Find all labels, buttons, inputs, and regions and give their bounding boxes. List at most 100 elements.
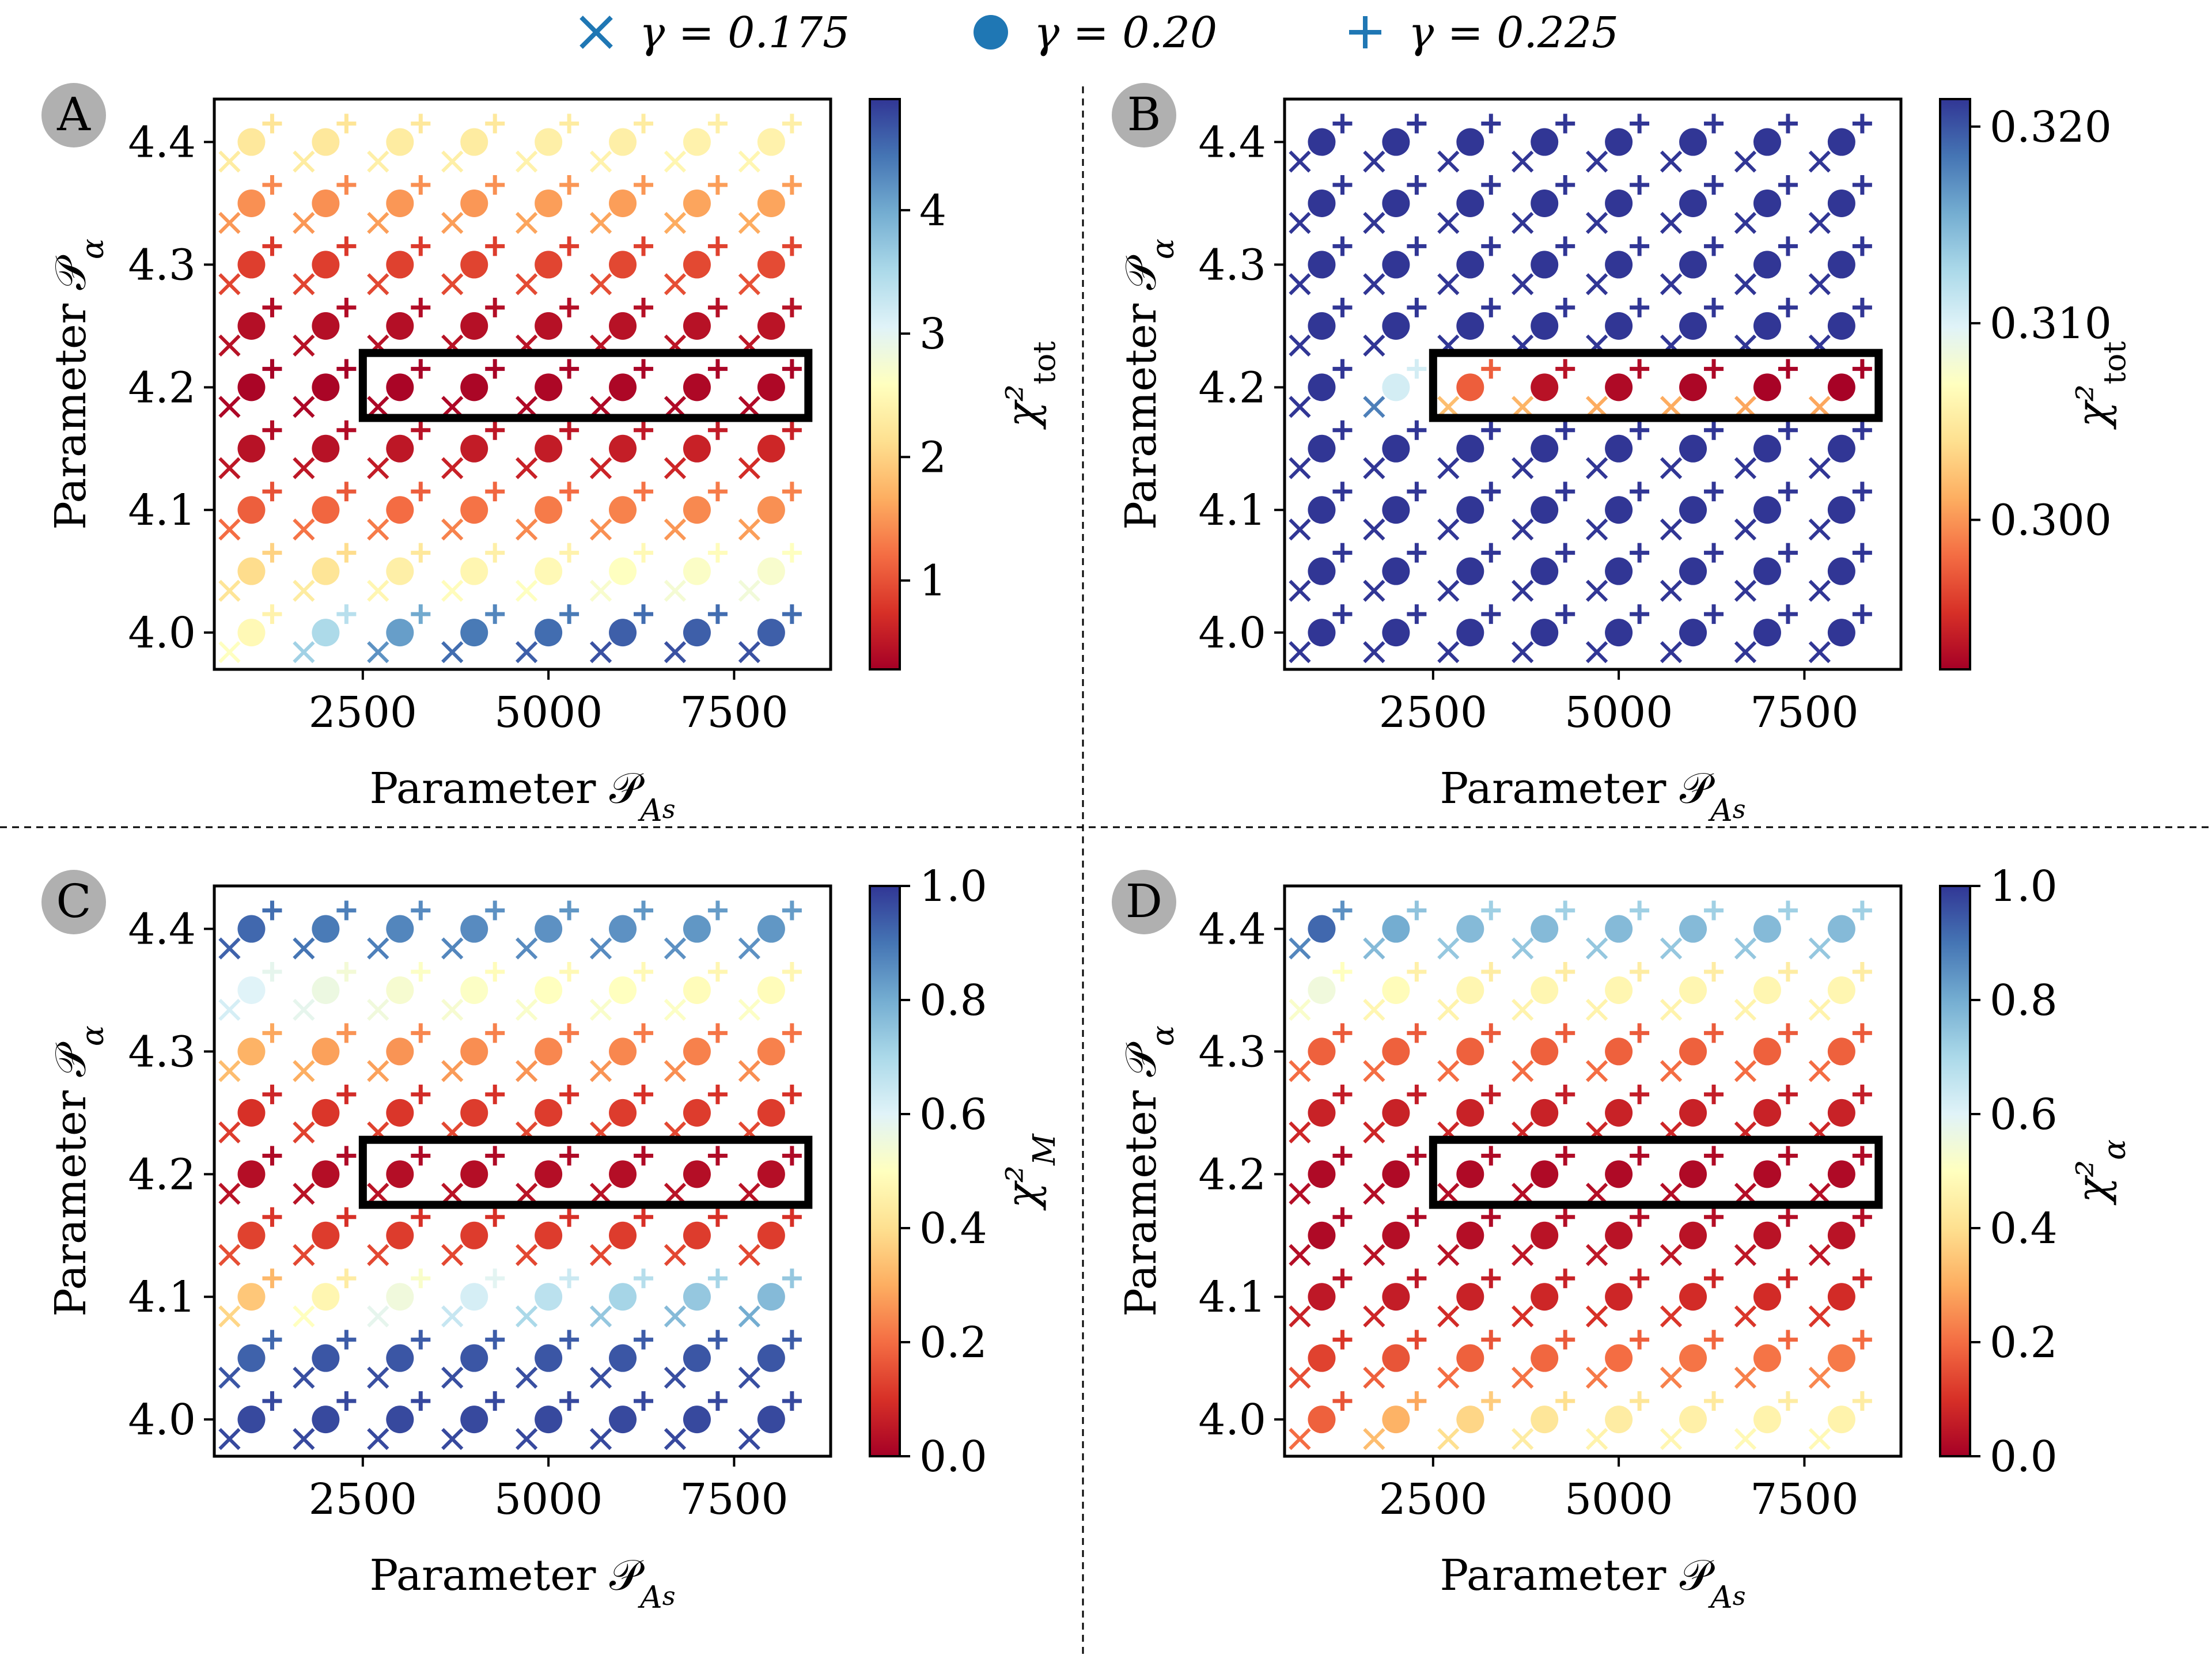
marker-dot — [1679, 1344, 1707, 1372]
marker-x — [367, 1366, 389, 1389]
marker-x — [1437, 1305, 1460, 1328]
marker-x — [738, 457, 760, 479]
marker-plus — [1704, 1391, 1724, 1411]
marker-x — [738, 518, 760, 541]
marker-dot — [609, 496, 637, 524]
marker-dot — [237, 1406, 266, 1434]
marker-dot — [1605, 312, 1633, 340]
marker-x — [515, 457, 538, 479]
marker-plus — [782, 359, 802, 379]
legend-label: γ = 0.20 — [1034, 8, 1217, 58]
marker-plus — [559, 900, 579, 921]
marker-dot — [1605, 251, 1633, 279]
marker-x — [441, 273, 464, 296]
marker-plus — [336, 543, 357, 563]
legend-label: γ = 0.175 — [639, 8, 850, 58]
marker-dot — [683, 373, 711, 402]
marker-plus — [1852, 236, 1872, 256]
marker-x — [1437, 641, 1460, 664]
marker-dot — [386, 496, 414, 524]
y-axis-label: Parameter 𝒫α — [1116, 1025, 1181, 1317]
marker-dot — [609, 312, 637, 340]
marker-dot — [683, 1099, 711, 1127]
highlight-box — [358, 349, 813, 422]
marker-plus — [634, 604, 654, 624]
marker-plus — [1407, 1391, 1427, 1411]
marker-dot — [460, 1283, 488, 1311]
marker-x — [367, 457, 389, 479]
marker-x — [218, 937, 241, 960]
marker-x — [1585, 273, 1608, 296]
marker-dot — [1753, 312, 1781, 340]
panel-badge — [1112, 83, 1176, 147]
marker-plus — [1630, 482, 1650, 502]
y-tick-label: 4.2 — [128, 1150, 196, 1199]
marker-dot — [683, 557, 711, 585]
marker-dot — [1605, 189, 1633, 217]
marker-dot — [1531, 557, 1559, 585]
marker-x — [218, 641, 241, 664]
x-tick-label: 7500 — [1750, 688, 1858, 737]
marker-dot — [1456, 1406, 1484, 1434]
marker-plus — [411, 1207, 431, 1227]
marker-dot — [1679, 496, 1707, 524]
marker-x — [367, 641, 389, 664]
marker-x — [1585, 1244, 1608, 1266]
marker-plus — [262, 1268, 282, 1289]
marker-plus — [262, 961, 282, 982]
marker-x — [515, 150, 538, 173]
marker-dot — [1531, 1283, 1559, 1311]
marker-x — [1289, 150, 1311, 173]
x-tick-label: 2500 — [309, 688, 417, 737]
marker-x — [589, 1244, 612, 1266]
marker-dot — [609, 1160, 637, 1188]
marker-plus — [411, 543, 431, 563]
marker-dot — [1382, 434, 1410, 463]
marker-x — [1660, 211, 1683, 234]
marker-plus — [1332, 1268, 1353, 1289]
marker-plus — [1778, 482, 1798, 502]
marker-plus — [782, 1023, 802, 1043]
marker-x — [1512, 641, 1534, 664]
marker-dot — [535, 557, 563, 585]
marker-x — [515, 1428, 538, 1450]
marker-plus — [411, 604, 431, 624]
marker-plus — [1778, 604, 1798, 624]
marker-plus — [707, 1391, 728, 1411]
marker-dot — [386, 128, 414, 156]
marker-plus — [1332, 961, 1353, 982]
marker-x — [1585, 641, 1608, 664]
marker-plus — [707, 359, 728, 379]
marker-plus — [336, 1330, 357, 1350]
marker-plus — [1407, 359, 1427, 379]
marker-plus — [485, 961, 505, 982]
marker-plus — [1852, 1084, 1872, 1104]
marker-x — [589, 150, 612, 173]
marker-dot — [1382, 557, 1410, 585]
marker-dot — [1308, 1221, 1336, 1249]
marker-dot — [1605, 1160, 1633, 1188]
marker-dot — [1382, 1406, 1410, 1434]
marker-plus — [782, 1207, 802, 1227]
panel-badge — [1112, 870, 1176, 934]
marker-plus — [336, 1268, 357, 1289]
marker-dot — [683, 496, 711, 524]
marker-x — [589, 1183, 612, 1205]
marker-dot — [1531, 373, 1559, 402]
marker-plus — [707, 1023, 728, 1043]
marker-dot — [312, 373, 340, 402]
marker-dot — [1679, 373, 1707, 402]
marker-plus — [1704, 1146, 1724, 1166]
marker-plus — [485, 482, 505, 502]
marker-dot — [757, 1037, 785, 1066]
marker-x — [664, 998, 687, 1021]
marker-plus — [262, 1146, 282, 1166]
marker-dot — [609, 619, 637, 647]
marker-plus — [1778, 1330, 1798, 1350]
marker-x — [218, 579, 241, 602]
marker-x — [1808, 1244, 1831, 1266]
marker-plus — [707, 297, 728, 317]
marker-dot — [535, 1283, 563, 1311]
y-axis-label: Parameter 𝒫α — [46, 238, 111, 530]
marker-x — [1289, 641, 1311, 664]
